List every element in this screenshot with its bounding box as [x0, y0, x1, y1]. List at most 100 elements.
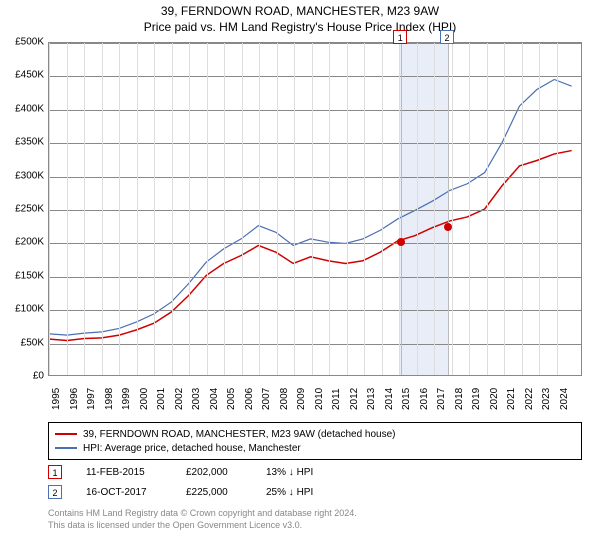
gridline-v: [137, 43, 138, 375]
y-axis-label: £500K: [15, 37, 44, 48]
x-axis-label: 2017: [436, 388, 447, 410]
gridline-h: [49, 110, 581, 111]
trans-marker-box: 1: [48, 465, 62, 479]
gridline-v: [312, 43, 313, 375]
x-axis-label: 2003: [191, 388, 202, 410]
gridline-h: [49, 143, 581, 144]
gridline-v: [207, 43, 208, 375]
legend-label: 39, FERNDOWN ROAD, MANCHESTER, M23 9AW (…: [83, 429, 396, 440]
x-axis-label: 2022: [524, 388, 535, 410]
gridline-v: [557, 43, 558, 375]
gridline-h: [49, 177, 581, 178]
gridline-v: [67, 43, 68, 375]
gridline-v: [242, 43, 243, 375]
x-axis-label: 2019: [471, 388, 482, 410]
table-row: 1 11-FEB-2015 £202,000 13% ↓ HPI: [48, 462, 356, 482]
x-axis-label: 2006: [244, 388, 255, 410]
gridline-v: [172, 43, 173, 375]
gridline-v: [329, 43, 330, 375]
y-axis-label: £0: [33, 371, 44, 382]
y-axis-label: £400K: [15, 103, 44, 114]
table-row: 2 16-OCT-2017 £225,000 25% ↓ HPI: [48, 482, 356, 502]
trans-date: 11-FEB-2015: [86, 467, 186, 478]
x-axis-label: 2023: [541, 388, 552, 410]
gridline-v: [487, 43, 488, 375]
x-axis-label: 2020: [489, 388, 500, 410]
x-axis-label: 2018: [454, 388, 465, 410]
gridline-h: [49, 43, 581, 44]
legend-swatch: [55, 447, 77, 449]
x-axis-label: 2016: [419, 388, 430, 410]
gridline-v: [382, 43, 383, 375]
transaction-dot: [397, 238, 405, 246]
gridline-v: [49, 43, 50, 375]
y-axis-label: £250K: [15, 204, 44, 215]
gridline-v: [364, 43, 365, 375]
x-axis-label: 2012: [349, 388, 360, 410]
gridline-v: [417, 43, 418, 375]
gridline-v: [434, 43, 435, 375]
gridline-h: [49, 344, 581, 345]
x-axis-label: 2021: [506, 388, 517, 410]
x-axis-label: 2008: [279, 388, 290, 410]
trans-marker-box: 2: [48, 485, 62, 499]
y-axis-label: £450K: [15, 70, 44, 81]
trans-delta: 13% ↓ HPI: [266, 467, 356, 478]
x-axis-label: 1997: [86, 388, 97, 410]
x-axis-label: 2015: [401, 388, 412, 410]
legend-item: 39, FERNDOWN ROAD, MANCHESTER, M23 9AW (…: [55, 427, 575, 441]
gridline-h: [49, 310, 581, 311]
gridline-v: [189, 43, 190, 375]
y-axis-label: £350K: [15, 137, 44, 148]
footer-line: Contains HM Land Registry data © Crown c…: [48, 508, 357, 520]
line-series-svg: [49, 43, 581, 375]
transactions-table: 1 11-FEB-2015 £202,000 13% ↓ HPI 2 16-OC…: [48, 462, 356, 502]
chart-title: 39, FERNDOWN ROAD, MANCHESTER, M23 9AW: [0, 4, 600, 18]
legend-box: 39, FERNDOWN ROAD, MANCHESTER, M23 9AW (…: [48, 422, 582, 460]
legend-item: HPI: Average price, detached house, Manc…: [55, 441, 575, 455]
marker-line: [448, 43, 449, 375]
x-axis-label: 2009: [296, 388, 307, 410]
gridline-v: [539, 43, 540, 375]
gridline-v: [259, 43, 260, 375]
plot-area: [48, 42, 582, 376]
y-axis-label: £300K: [15, 170, 44, 181]
x-axis-label: 2010: [314, 388, 325, 410]
y-axis-label: £50K: [21, 337, 44, 348]
gridline-v: [294, 43, 295, 375]
gridline-v: [277, 43, 278, 375]
legend-label: HPI: Average price, detached house, Manc…: [83, 443, 301, 454]
gridline-v: [224, 43, 225, 375]
transaction-dot: [444, 223, 452, 231]
x-axis-label: 2004: [209, 388, 220, 410]
gridline-v: [469, 43, 470, 375]
gridline-v: [522, 43, 523, 375]
marker-box: 2: [440, 30, 454, 44]
gridline-v: [504, 43, 505, 375]
chart-container: 39, FERNDOWN ROAD, MANCHESTER, M23 9AW P…: [0, 0, 600, 560]
gridline-h: [49, 277, 581, 278]
y-axis-label: £150K: [15, 270, 44, 281]
x-axis-label: 1999: [121, 388, 132, 410]
x-axis-label: 2005: [226, 388, 237, 410]
marker-box: 1: [393, 30, 407, 44]
gridline-h: [49, 210, 581, 211]
x-axis-label: 2011: [331, 388, 342, 410]
x-axis-label: 2024: [559, 388, 570, 410]
footer-line: This data is licensed under the Open Gov…: [48, 520, 357, 532]
trans-delta: 25% ↓ HPI: [266, 487, 356, 498]
gridline-h: [49, 76, 581, 77]
gridline-v: [399, 43, 400, 375]
title-block: 39, FERNDOWN ROAD, MANCHESTER, M23 9AW P…: [0, 0, 600, 34]
x-axis-label: 1998: [104, 388, 115, 410]
gridline-v: [84, 43, 85, 375]
x-axis-label: 1996: [69, 388, 80, 410]
gridline-v: [102, 43, 103, 375]
y-axis-label: £200K: [15, 237, 44, 248]
trans-price: £225,000: [186, 487, 266, 498]
gridline-v: [347, 43, 348, 375]
y-axis-label: £100K: [15, 304, 44, 315]
x-axis-label: 2014: [384, 388, 395, 410]
x-axis-label: 2013: [366, 388, 377, 410]
chart-subtitle: Price paid vs. HM Land Registry's House …: [0, 20, 600, 34]
